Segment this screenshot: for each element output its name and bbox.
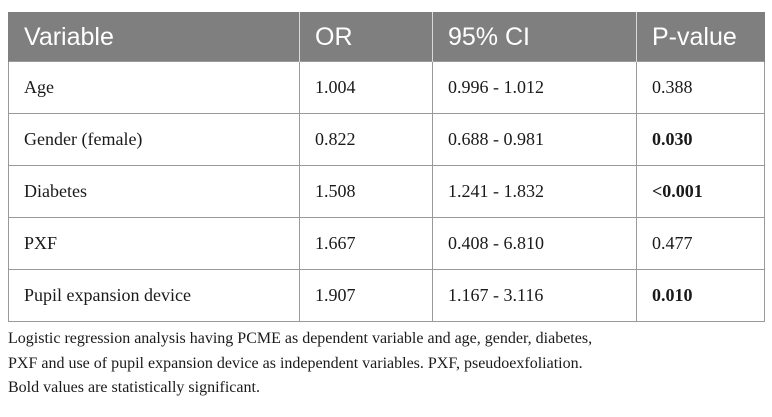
table-footnote: Logistic regression analysis having PCME… [8,327,768,401]
table-body: Age 1.004 0.996 - 1.012 0.388 Gender (fe… [8,61,765,322]
cell-variable: Pupil expansion device [8,269,300,322]
cell-ci: 1.241 - 1.832 [432,165,637,218]
cell-or: 1.508 [299,165,433,218]
cell-variable: Gender (female) [8,113,300,166]
results-table-container: Variable OR 95% CI P-value Age 1.004 0.9… [8,12,765,322]
cell-p-value: 0.030 [636,113,765,166]
cell-variable: PXF [8,217,300,270]
header-p-value: P-value [636,12,765,62]
cell-or: 1.907 [299,269,433,322]
logistic-regression-table: Variable OR 95% CI P-value Age 1.004 0.9… [8,12,765,322]
cell-ci: 1.167 - 3.116 [432,269,637,322]
cell-variable: Age [8,61,300,114]
cell-variable: Diabetes [8,165,300,218]
cell-ci: 0.996 - 1.012 [432,61,637,114]
cell-or: 0.822 [299,113,433,166]
table-row: Age 1.004 0.996 - 1.012 0.388 [8,61,765,114]
table-row: Gender (female) 0.822 0.688 - 0.981 0.03… [8,113,765,166]
table-row: Diabetes 1.508 1.241 - 1.832 <0.001 [8,165,765,218]
cell-or: 1.004 [299,61,433,114]
cell-p-value: 0.477 [636,217,765,270]
footnote-line-1: Logistic regression analysis having PCME… [8,330,593,347]
cell-p-value: 0.010 [636,269,765,322]
cell-p-value: 0.388 [636,61,765,114]
cell-or: 1.667 [299,217,433,270]
header-ci: 95% CI [432,12,637,62]
table-header: Variable OR 95% CI P-value [8,12,765,62]
footnote-line-3: Bold values are statistically significan… [8,379,260,396]
footnote-line-2: PXF and use of pupil expansion device as… [8,354,583,372]
table-row: Pupil expansion device 1.907 1.167 - 3.1… [8,269,765,322]
header-or: OR [299,12,433,62]
cell-ci: 0.688 - 0.981 [432,113,637,166]
table-row: PXF 1.667 0.408 - 6.810 0.477 [8,217,765,270]
header-variable: Variable [8,12,300,62]
header-row: Variable OR 95% CI P-value [8,12,765,62]
cell-p-value: <0.001 [636,165,765,218]
cell-ci: 0.408 - 6.810 [432,217,637,270]
